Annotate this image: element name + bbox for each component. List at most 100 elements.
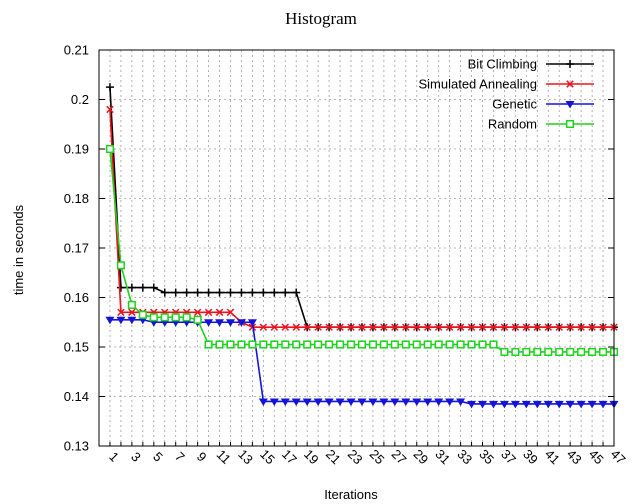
data-point: [281, 340, 290, 349]
marker-shape: [225, 319, 235, 327]
marker-shape: [423, 398, 433, 406]
marker-stroke: [128, 308, 136, 317]
marker-shape: [314, 340, 323, 349]
data-point: [533, 347, 542, 356]
data-point: [226, 308, 235, 317]
marker-shape: [116, 316, 126, 325]
x-tick-label: 1: [106, 449, 122, 465]
marker-shape: [325, 340, 334, 349]
data-point: [565, 400, 575, 409]
data-point: [314, 340, 323, 349]
data-point: [270, 340, 279, 349]
data-point: [456, 340, 465, 349]
marker-stroke: [380, 323, 388, 331]
marker-shape: [237, 340, 246, 349]
legend-label: Simulated Annealing: [418, 77, 537, 92]
data-point: [116, 261, 125, 270]
marker-shape: [379, 340, 388, 349]
data-point: [488, 400, 498, 409]
data-point: [105, 144, 115, 154]
marker-stroke: [522, 323, 531, 331]
marker-stroke: [533, 323, 542, 331]
marker-stroke: [423, 323, 432, 331]
data-point: [522, 323, 531, 331]
data-point: [292, 288, 301, 297]
data-point: [565, 119, 575, 129]
marker-shape: [291, 398, 301, 406]
data-point: [215, 319, 225, 327]
data-point: [445, 398, 455, 406]
marker-shape: [105, 144, 115, 154]
x-tick-label: 29: [411, 446, 432, 467]
data-point: [390, 398, 400, 406]
marker-shape: [346, 398, 356, 406]
data-point: [215, 340, 224, 349]
marker-shape: [521, 400, 531, 409]
data-point: [248, 288, 257, 297]
marker-shape: [182, 313, 191, 322]
data-point: [401, 340, 410, 349]
marker-shape: [204, 340, 213, 349]
data-point: [555, 347, 564, 356]
data-point: [478, 400, 488, 409]
data-point: [106, 105, 114, 114]
marker-shape: [533, 347, 542, 356]
x-tick-label: 45: [586, 446, 607, 467]
marker-shape: [434, 398, 444, 406]
marker-shape: [423, 340, 432, 349]
marker-stroke: [292, 323, 300, 331]
data-point: [138, 283, 147, 292]
marker-shape: [313, 398, 323, 406]
marker-stroke: [204, 308, 213, 317]
y-tick-label: 0.16: [64, 290, 89, 305]
marker-stroke: [336, 323, 344, 331]
marker-shape: [171, 313, 180, 322]
x-tick-label: 39: [520, 446, 541, 467]
x-tick-label: 17: [279, 446, 300, 467]
x-tick-label: 19: [301, 446, 322, 467]
x-tick-label: 11: [214, 447, 234, 467]
x-tick-label: 47: [608, 446, 629, 467]
y-tick-label: 0.18: [64, 191, 89, 206]
data-point: [160, 288, 169, 297]
data-point: [259, 340, 268, 349]
marker-shape: [565, 119, 575, 129]
series-layer: [105, 83, 619, 409]
x-tick-label: 13: [235, 446, 256, 467]
data-point: [247, 319, 257, 327]
data-point: [358, 323, 366, 331]
marker-stroke: [566, 80, 574, 88]
marker-shape: [324, 398, 334, 406]
data-point: [598, 347, 608, 356]
marker-stroke: [347, 323, 355, 331]
data-point: [599, 323, 607, 331]
data-point: [182, 313, 191, 322]
marker-shape: [368, 340, 377, 349]
x-tick-label: 41: [542, 446, 563, 467]
data-point: [467, 340, 476, 349]
marker-stroke: [413, 323, 421, 331]
data-point: [478, 340, 487, 349]
data-point: [325, 340, 334, 349]
data-point: [511, 347, 520, 356]
marker-shape: [292, 340, 301, 349]
legend-item: Random: [488, 117, 594, 132]
data-point: [149, 313, 158, 322]
x-tick-label: 23: [345, 446, 366, 467]
data-point: [423, 398, 433, 406]
marker-stroke: [566, 323, 574, 331]
data-point: [291, 398, 301, 406]
data-point: [379, 340, 388, 349]
data-point: [127, 316, 137, 325]
marker-shape: [401, 340, 410, 349]
marker-shape: [281, 340, 290, 349]
marker-stroke: [303, 323, 311, 331]
marker-stroke: [544, 323, 552, 331]
marker-shape: [532, 400, 542, 409]
data-point: [510, 400, 520, 409]
data-point: [423, 323, 432, 331]
marker-shape: [127, 300, 136, 309]
y-tick-label: 0.14: [64, 389, 89, 404]
marker-shape: [335, 398, 345, 406]
data-point: [521, 400, 531, 409]
